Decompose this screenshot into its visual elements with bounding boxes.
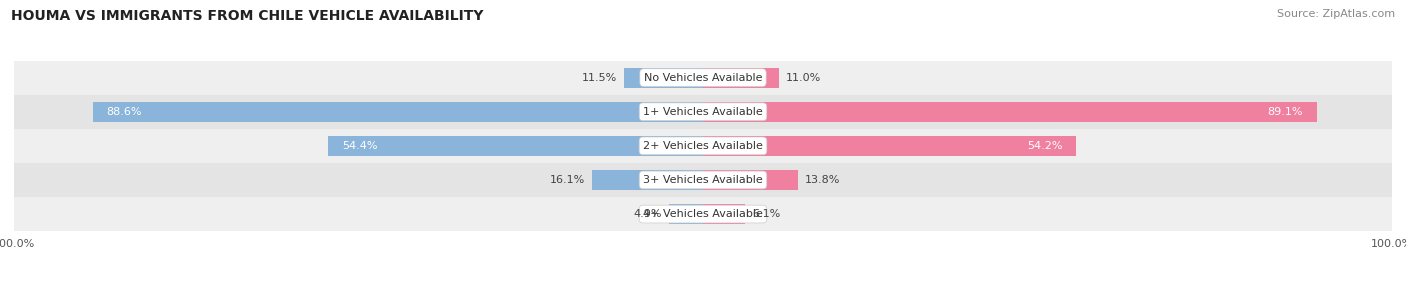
Text: 4+ Vehicles Available: 4+ Vehicles Available bbox=[643, 209, 763, 219]
Bar bbox=[14, 129, 1392, 163]
Bar bbox=[624, 68, 703, 88]
Bar bbox=[703, 102, 1317, 122]
Text: 4.9%: 4.9% bbox=[634, 209, 662, 219]
Bar bbox=[703, 204, 745, 224]
Bar bbox=[14, 163, 1392, 197]
Text: 16.1%: 16.1% bbox=[550, 175, 585, 185]
Bar bbox=[14, 197, 1392, 231]
Bar bbox=[93, 102, 703, 122]
Text: 13.8%: 13.8% bbox=[806, 175, 841, 185]
Text: HOUMA VS IMMIGRANTS FROM CHILE VEHICLE AVAILABILITY: HOUMA VS IMMIGRANTS FROM CHILE VEHICLE A… bbox=[11, 9, 484, 23]
Text: 11.0%: 11.0% bbox=[786, 73, 821, 83]
Bar bbox=[14, 95, 1392, 129]
Text: 54.4%: 54.4% bbox=[342, 141, 377, 151]
Text: No Vehicles Available: No Vehicles Available bbox=[644, 73, 762, 83]
Text: 2+ Vehicles Available: 2+ Vehicles Available bbox=[643, 141, 763, 151]
Text: 1+ Vehicles Available: 1+ Vehicles Available bbox=[643, 107, 763, 117]
Bar bbox=[14, 61, 1392, 95]
Bar bbox=[328, 136, 703, 156]
Text: 11.5%: 11.5% bbox=[582, 73, 617, 83]
Text: 6.1%: 6.1% bbox=[752, 209, 780, 219]
Text: 88.6%: 88.6% bbox=[107, 107, 142, 117]
Bar bbox=[703, 68, 779, 88]
Bar bbox=[592, 170, 703, 190]
Bar bbox=[703, 136, 1077, 156]
Bar bbox=[703, 170, 799, 190]
Bar bbox=[669, 204, 703, 224]
Text: Source: ZipAtlas.com: Source: ZipAtlas.com bbox=[1277, 9, 1395, 19]
Text: 54.2%: 54.2% bbox=[1028, 141, 1063, 151]
Text: 89.1%: 89.1% bbox=[1268, 107, 1303, 117]
Text: 3+ Vehicles Available: 3+ Vehicles Available bbox=[643, 175, 763, 185]
